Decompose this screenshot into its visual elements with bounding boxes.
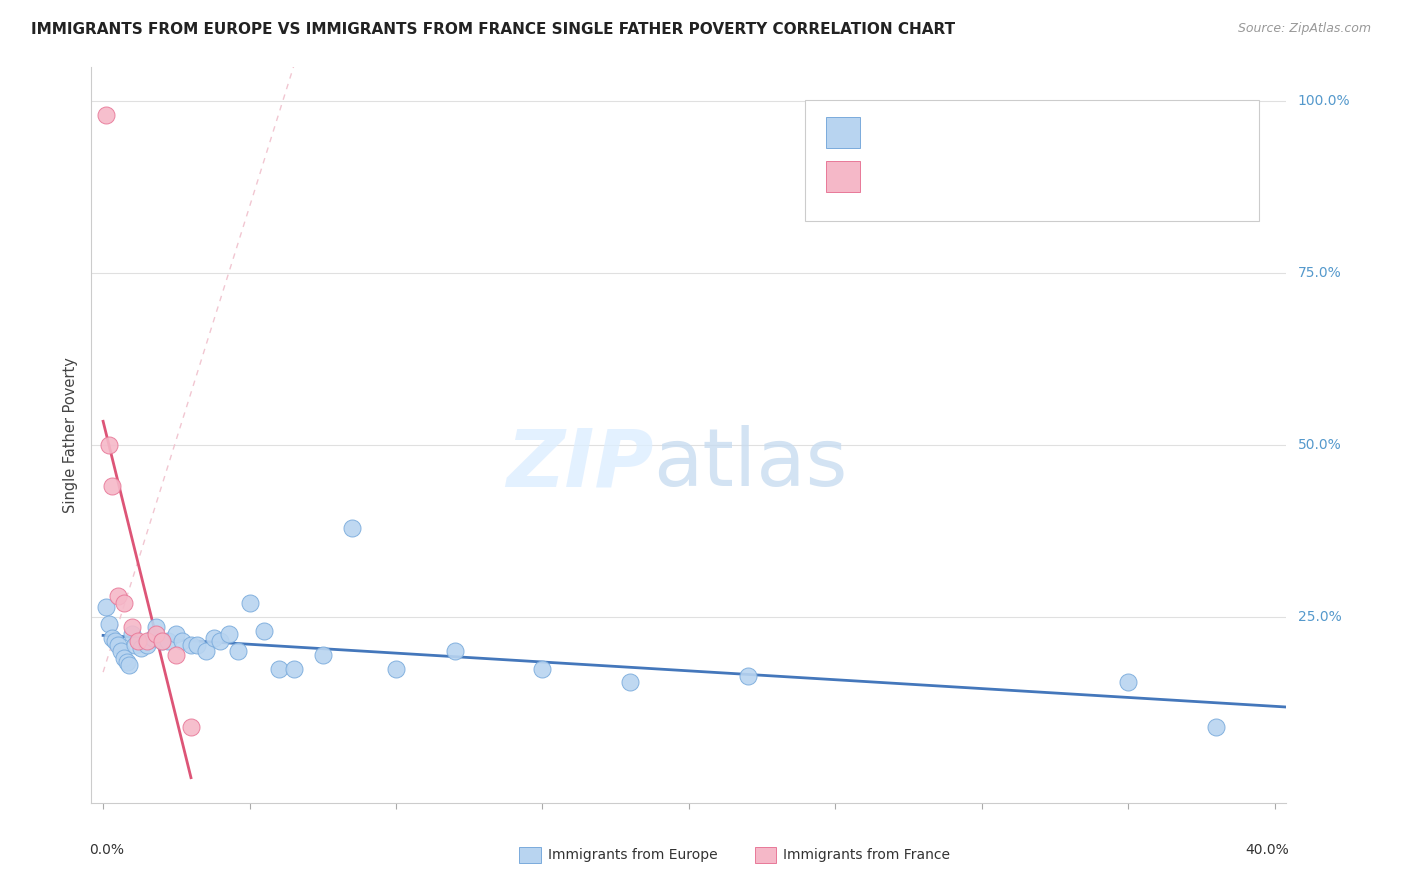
Point [124,638,146,652]
Point [340,521,363,535]
Point [165,648,187,662]
Text: R = -0.412: R = -0.412 [869,125,956,140]
Point [101,479,124,493]
Text: ZIP: ZIP [506,425,652,503]
Y-axis label: Single Father Poverty: Single Father Poverty [63,357,79,513]
Point [180,638,202,652]
Point [142,631,165,645]
Point [619,675,641,690]
Point [121,620,143,634]
Point [209,634,232,648]
Text: IMMIGRANTS FROM EUROPE VS IMMIGRANTS FROM FRANCE SINGLE FATHER POVERTY CORRELATI: IMMIGRANTS FROM EUROPE VS IMMIGRANTS FRO… [31,22,955,37]
Point [150,634,173,648]
Point [1205,720,1227,734]
Text: Immigrants from France: Immigrants from France [783,848,950,862]
Point [136,638,159,652]
Point [202,631,225,645]
Point [112,651,135,665]
Text: N = 12: N = 12 [1060,169,1115,184]
Text: 0.0%: 0.0% [89,843,124,857]
Point [194,644,217,658]
Text: 25.0%: 25.0% [1298,610,1341,624]
Point [1116,675,1139,690]
Text: Immigrants from Europe: Immigrants from Europe [548,848,717,862]
Point [104,634,127,648]
Point [156,634,179,648]
Point [267,662,290,676]
Point [121,627,143,641]
Point [312,648,335,662]
Point [110,644,132,658]
Point [107,590,129,604]
Point [186,638,208,652]
Bar [827,117,860,148]
Point [165,627,187,641]
Bar [519,847,541,863]
Point [145,620,167,634]
Point [737,668,759,682]
Point [385,662,408,676]
Text: 40.0%: 40.0% [1246,843,1289,857]
Point [443,644,465,658]
Point [226,644,249,658]
Point [180,720,202,734]
Text: 75.0%: 75.0% [1298,266,1341,280]
Bar [755,847,776,863]
Point [531,662,554,676]
Point [94,108,117,122]
Text: 50.0%: 50.0% [1298,438,1341,452]
Point [107,638,129,652]
Point [98,438,120,452]
Point [218,627,240,641]
Point [115,655,138,669]
Point [129,641,152,656]
Point [127,634,149,648]
Point [94,599,117,614]
Point [136,634,159,648]
Point [253,624,276,638]
Point [239,596,262,610]
FancyBboxPatch shape [804,100,1258,221]
Point [145,627,167,641]
Point [112,596,135,610]
Text: 100.0%: 100.0% [1298,95,1350,108]
Bar [827,161,860,192]
Text: Source: ZipAtlas.com: Source: ZipAtlas.com [1237,22,1371,36]
Point [118,658,141,673]
Text: atlas: atlas [652,425,848,503]
Point [101,631,124,645]
Text: N = 39: N = 39 [1060,125,1115,140]
Point [98,617,120,632]
Point [172,634,194,648]
Text: R =  0.296: R = 0.296 [869,169,955,184]
Point [283,662,305,676]
Point [150,634,173,648]
